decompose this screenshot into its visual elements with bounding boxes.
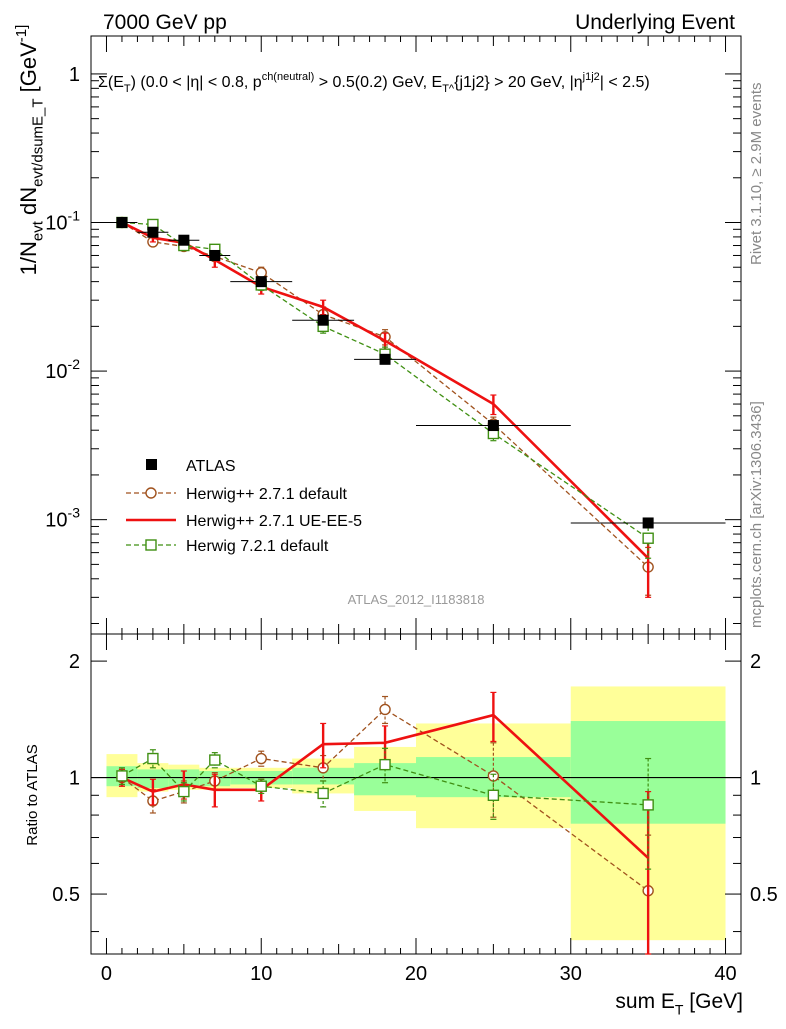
ratio-y-tick-label: 1: [69, 768, 80, 790]
main-herwig-2-7-1-ue-ee-5-line: [121, 221, 650, 560]
main-atlas-point: [487, 420, 499, 432]
legend-label-herwigpp-ueee5: Herwig++ 2.7.1 UE-EE-5: [186, 513, 362, 530]
legend-label-herwigpp-default: Herwig++ 2.7.1 default: [186, 486, 348, 503]
ratio-herwig-7-2-1-default-point: [116, 770, 128, 782]
ratio-y-tick-label-right: 0.5: [750, 884, 778, 906]
main-cut-text: Σ(ET​) (0.0 < |η| < 0.8, pch(neutral)​ >…: [98, 71, 650, 95]
ratio-herwig-2-7-1-default-point: [379, 703, 391, 716]
ratio-y-tick-label-right: 1: [750, 768, 761, 790]
side-mcplots-label: mcplots.cern.ch [arXiv:1306.3436]: [748, 401, 765, 628]
legend-label-herwig7-default: Herwig 7.2.1 default: [186, 538, 329, 555]
ratio-herwig-7-2-1-default-point: [379, 758, 391, 771]
main-atlas-point: [317, 314, 329, 326]
x-tick-label: 30: [560, 963, 582, 985]
ratio-herwig-7-2-1-default-point: [147, 752, 159, 765]
main-y-axis-label: 1/Nevt​ dNevt/dsumE_T​ [GeV-1]​: [13, 25, 47, 276]
side-rivet-label: Rivet 3.1.10, ≥ 2.9M events: [748, 83, 765, 266]
ratio-herwig-7-2-1-default-point: [317, 787, 329, 800]
svg-text:1/Nevt​ dNevt/dsumE_T​ [GeV-1]: 1/Nevt​ dNevt/dsumE_T​ [GeV-1]​: [13, 25, 47, 276]
ratio-plot-series: [116, 691, 654, 955]
y-tick-label: 10-1: [45, 208, 80, 235]
y-tick-label: 1: [69, 64, 80, 86]
ratio-herwig-7-2-1-default-point: [487, 789, 500, 801]
ratio-y-tick-label-right: 2: [750, 651, 761, 673]
axes-ticks: 0 10 20 30 40 1 10-1 10-2 10-3 0.5 0.5 1 1 2 2: [45, 36, 778, 985]
x-tick-label: 40: [714, 963, 736, 985]
y-tick-label: 10-3: [45, 505, 80, 532]
header-left: 7000 GeV pp: [103, 11, 227, 34]
analysis-label: ATLAS_2012_I1183818: [348, 592, 485, 607]
ratio-herwig-7-2-1-default-point: [255, 780, 267, 792]
legend: ATLAS Herwig++ 2.7.1 default Herwig++ 2.…: [126, 458, 362, 555]
ratio-herwig-7-2-1-default-point: [642, 799, 654, 811]
legend-marker-herwig7-default: [145, 539, 157, 551]
header-right: Underlying Event: [575, 11, 735, 34]
x-tick-label: 0: [101, 963, 112, 985]
legend-marker-herwigpp-default: [145, 487, 157, 499]
main-atlas-point: [178, 234, 190, 246]
main-plot-series: [106, 216, 726, 598]
legend-label-atlas: ATLAS: [186, 458, 236, 475]
y-tick-label: 10-2: [45, 356, 80, 383]
x-tick-label: 20: [405, 963, 427, 985]
main-atlas-point: [379, 353, 391, 365]
main-herwig-2-7-1-default-point: [255, 266, 267, 279]
main-atlas-point: [147, 226, 159, 238]
main-atlas-point: [642, 517, 654, 529]
main-atlas-point: [116, 217, 128, 229]
x-axis-label: sum ET​ [GeV]: [615, 990, 743, 1017]
main-herwig-7-2-1-default-point: [642, 532, 654, 544]
ratio-uncertainty-bands: [91, 686, 741, 941]
ratio-y-axis-label: Ratio to ATLAS: [24, 744, 41, 845]
x-tick-label: 10: [250, 963, 272, 985]
ratio-y-tick-label: 0.5: [52, 884, 80, 906]
main-atlas-point: [255, 276, 267, 288]
main-herwig-7-2-1-default-line: [121, 221, 649, 539]
ratio-herwig-2-7-1-default-point: [255, 752, 267, 765]
legend-marker-atlas: [146, 459, 157, 470]
ratio-y-tick-label: 2: [69, 651, 80, 673]
ratio-herwig-7-2-1-default-point: [209, 754, 221, 766]
ratio-herwig-7-2-1-default-point: [178, 785, 190, 798]
main-atlas-point: [209, 249, 221, 261]
